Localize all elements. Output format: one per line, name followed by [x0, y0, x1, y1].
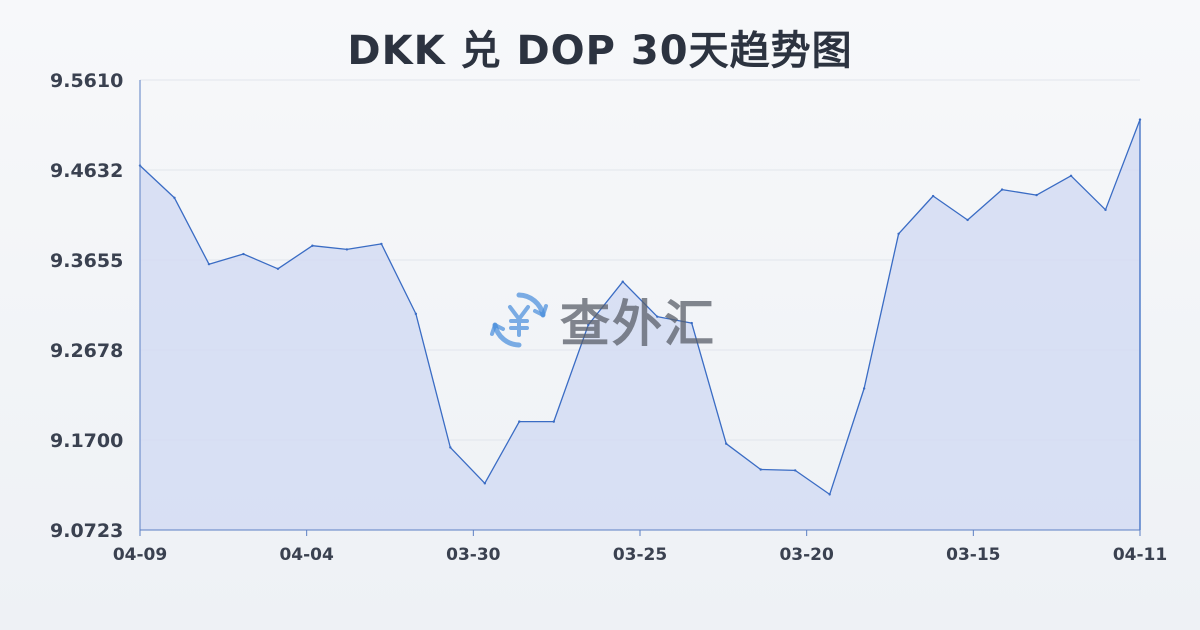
data-point	[449, 446, 452, 449]
data-point	[897, 232, 900, 235]
data-point	[311, 244, 314, 247]
data-point	[656, 315, 659, 318]
series-line	[139, 119, 1141, 496]
x-tick-label: 03-15	[946, 545, 1000, 565]
data-point	[276, 267, 280, 270]
data-point	[1069, 174, 1073, 177]
data-point	[1035, 193, 1038, 197]
data-point	[862, 387, 866, 390]
data-point	[1000, 188, 1004, 191]
data-point	[380, 242, 383, 246]
data-point	[621, 280, 624, 283]
data-point	[966, 218, 969, 222]
data-point	[207, 262, 211, 266]
x-tick-label: 03-20	[779, 545, 834, 565]
y-tick-label: 9.0723	[50, 520, 123, 542]
y-tick-label: 9.4632	[50, 160, 123, 182]
data-point	[587, 323, 590, 327]
x-tick-label: 04-04	[279, 545, 334, 565]
x-tick-label: 03-30	[446, 545, 501, 565]
y-tick-labels: 9.5610 9.4632 9.3655 9.2678 9.1700 9.0723	[50, 70, 123, 542]
axes	[139, 80, 1141, 536]
data-point	[552, 420, 555, 423]
data-point	[518, 420, 521, 423]
data-point	[725, 442, 728, 445]
watermark: 查外汇	[488, 284, 716, 356]
series-area	[138, 118, 1142, 530]
data-point	[483, 482, 487, 485]
x-tick-label: 04-09	[113, 545, 167, 565]
series-area-fill	[140, 119, 1140, 530]
data-point	[759, 468, 762, 471]
x-tick-label: 04-11	[1113, 545, 1167, 565]
data-point	[793, 469, 797, 472]
y-tick-label: 9.2678	[50, 340, 123, 362]
chart-title: DKK 兑 DOP 30天趋势图	[347, 28, 853, 74]
y-tick-label: 9.1700	[50, 430, 123, 452]
x-tick-label: 03-25	[613, 545, 667, 565]
data-point	[1138, 118, 1142, 121]
y-tick-label: 9.3655	[50, 250, 123, 272]
watermark-text: 查外汇	[560, 295, 716, 353]
data-point	[690, 321, 693, 325]
data-point	[242, 252, 245, 256]
x-tick-labels: 04-09 04-04 03-30 03-25 03-20 03-15 04-11	[113, 545, 1167, 565]
y-tick-label: 9.5610	[50, 70, 123, 92]
data-point	[345, 248, 349, 251]
yen-exchange-icon	[490, 292, 548, 348]
data-point	[1104, 208, 1107, 212]
data-point	[173, 196, 176, 200]
data-point	[828, 493, 831, 496]
data-point	[931, 194, 935, 198]
data-point	[414, 312, 418, 316]
